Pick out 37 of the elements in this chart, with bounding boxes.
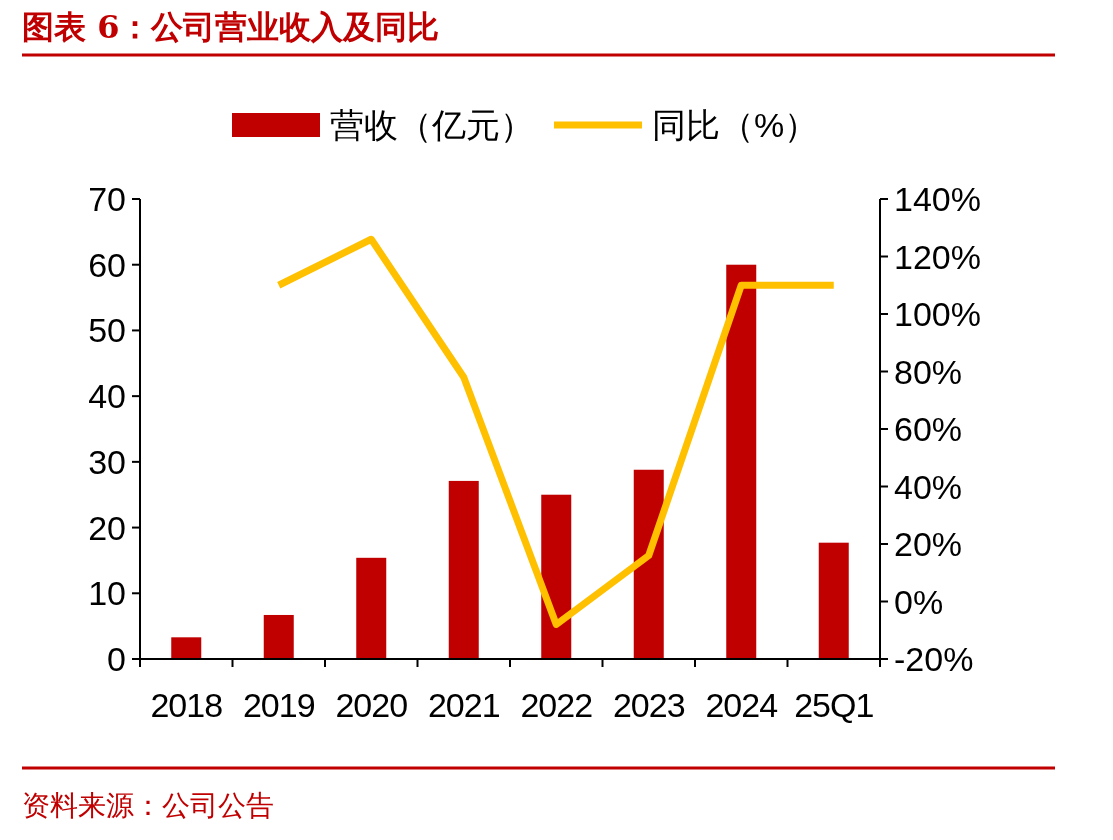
bar [541,494,572,659]
y2-tick-label: 40% [894,467,963,506]
bar [633,469,664,659]
x-tick-label: 2018 [150,686,223,724]
chart-title: 图表 6：公司营业收入及同比 [22,8,440,46]
y2-tick-label: 60% [894,410,963,448]
y-tick-label: 0 [107,640,126,678]
y-tick-label: 70 [88,180,126,218]
y-tick-label: 30 [88,442,126,481]
bar [818,542,849,659]
y2-tick-label: 80% [894,352,963,391]
y2-tick-label: 140% [894,180,981,218]
y-tick-label: 10 [88,574,126,613]
y2-tick-label: 100% [894,295,981,333]
y2-tick-label: 20% [894,525,963,563]
x-tick-label: 2021 [427,686,500,724]
x-tick-label: 2024 [705,686,778,724]
y-tick-label: 50 [88,311,126,350]
x-tick-label: 2023 [612,686,685,724]
legend-label: 营收（亿元） [330,106,534,144]
x-tick-label: 2022 [520,686,593,724]
bar [726,264,757,659]
x-tick-label: 25Q1 [794,686,874,724]
bar [356,557,387,659]
y2-tick-label: -20% [894,640,974,678]
bar [263,614,294,659]
bar [448,480,479,659]
bar [171,637,202,659]
text: 资料来源：公司公告 [22,789,274,822]
y2-tick-label: 0% [894,582,944,621]
x-tick-label: 2019 [242,686,315,724]
x-tick-label: 2020 [335,686,408,724]
y-tick-label: 40 [88,377,126,416]
y-tick-label: 60 [88,245,126,284]
y2-tick-label: 120% [894,237,981,276]
y-tick-label: 20 [88,508,126,547]
legend-label: 同比（%） [652,106,819,144]
